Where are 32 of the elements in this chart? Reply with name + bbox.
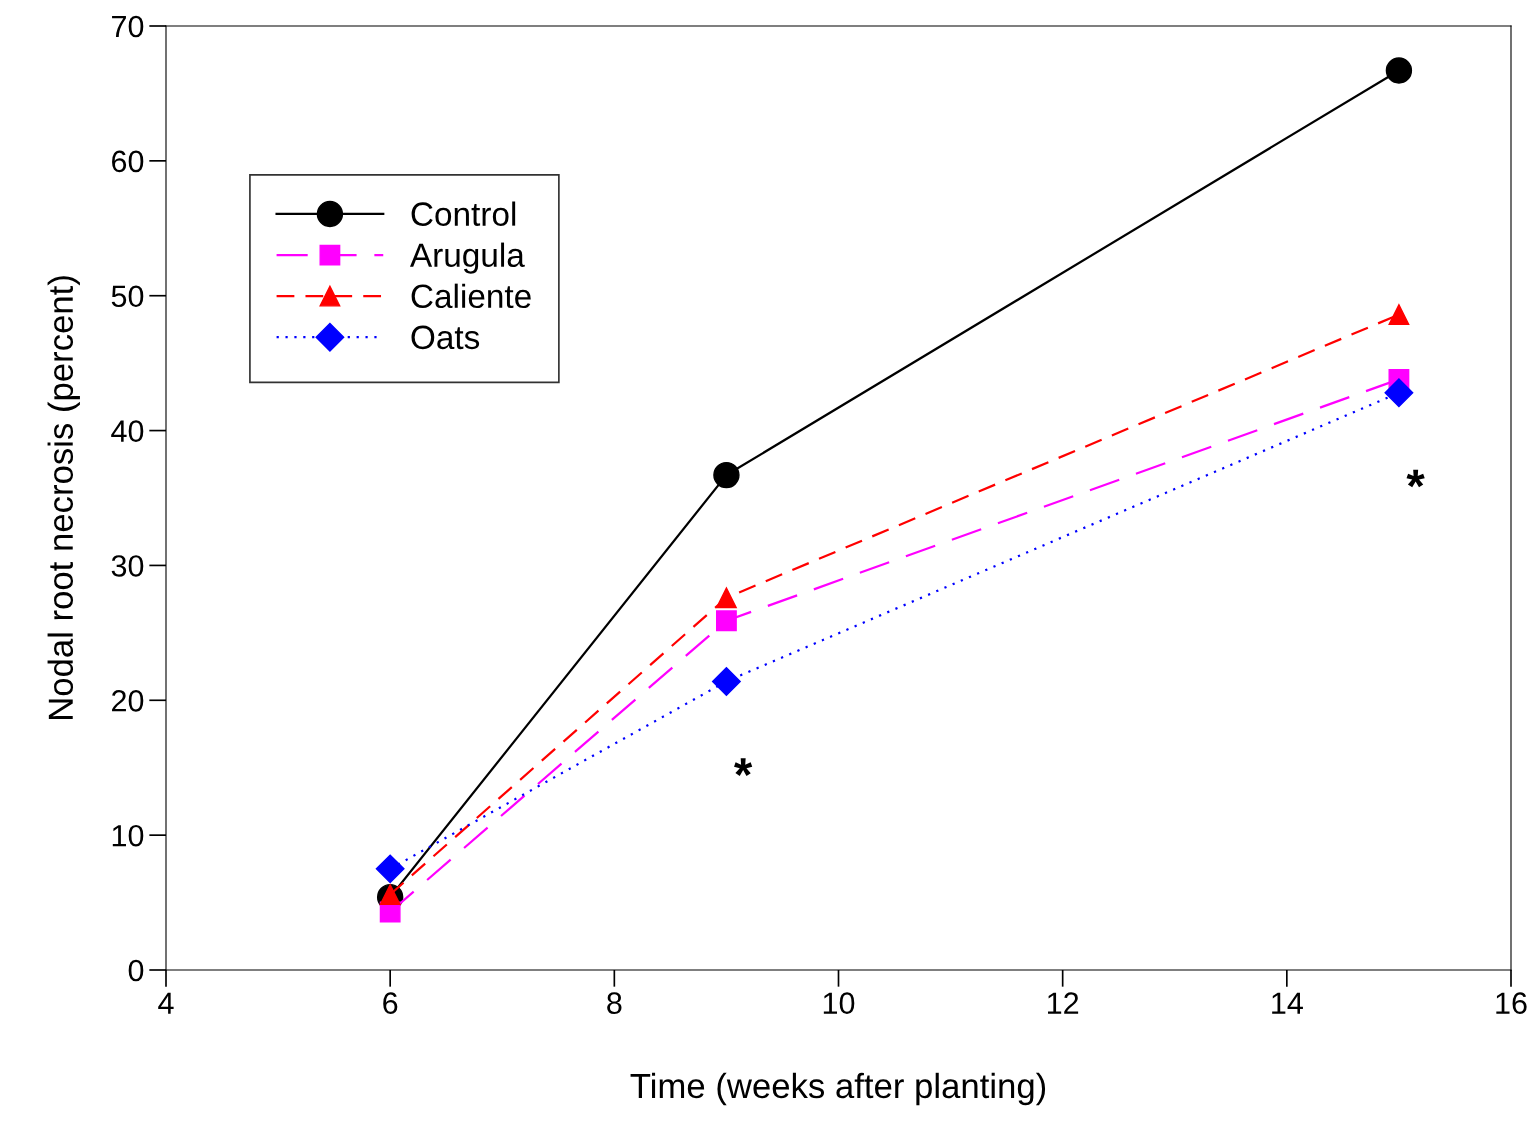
point: [379, 884, 401, 905]
y-tick-label: 10: [112, 824, 144, 847]
annotation: *: [734, 758, 753, 776]
x-tick-label: 4: [158, 992, 174, 1014]
x-tick-label: 10: [823, 992, 855, 1014]
x-tick-label: 6: [383, 992, 398, 1014]
y-tick-label: 40: [111, 420, 144, 442]
legend-label: Arugula: [409, 242, 525, 274]
legend-label: Control: [411, 201, 516, 226]
point: [375, 854, 405, 884]
y-tick-label: 60: [112, 150, 144, 173]
point: [1388, 304, 1410, 326]
y-tick-label: 30: [111, 555, 144, 577]
y-tick-label: 20: [112, 690, 144, 712]
x-tick-label: 16: [1496, 992, 1527, 1014]
y-tick-label: 50: [111, 285, 144, 308]
point: [715, 587, 737, 609]
x-tick-label: 14: [1272, 992, 1303, 1014]
y-tick-label: 0: [128, 959, 144, 982]
point: [715, 610, 737, 632]
y-axis-title: Nodal root necrosis (percent): [47, 276, 80, 719]
x-axis-title: Time (weeks after planting): [630, 1072, 1046, 1106]
y-tick-label: 70: [112, 15, 144, 38]
x-tick-label: 12: [1048, 992, 1079, 1014]
point: [1385, 57, 1413, 84]
annotation: *: [1406, 469, 1425, 488]
legend-label: Oats: [411, 325, 480, 350]
point: [713, 461, 740, 489]
legend-label: Caliente: [411, 283, 531, 309]
x-tick-label: 8: [607, 992, 622, 1014]
point: [711, 666, 741, 696]
point: [1384, 378, 1414, 408]
